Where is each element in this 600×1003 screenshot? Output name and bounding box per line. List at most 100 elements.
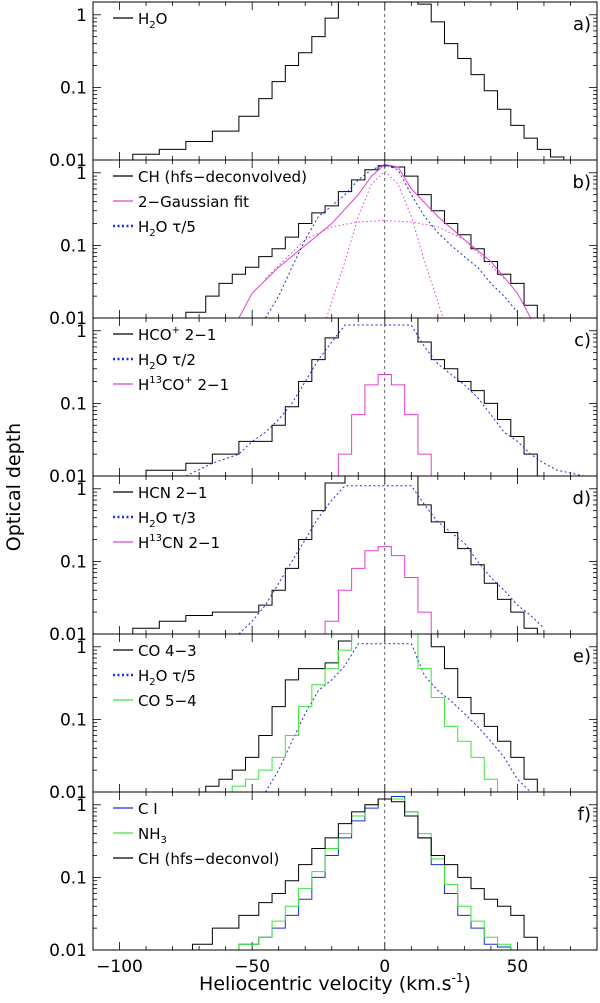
series-ch-hfs-deconvol- bbox=[185, 798, 544, 950]
legend-label-text: CH (hfs−deconvol) bbox=[138, 850, 279, 868]
x-axis-title-text: Heliocentric velocity (km.s bbox=[199, 973, 452, 995]
y-tick-label: 1 bbox=[76, 638, 87, 658]
legend-label-text: H bbox=[138, 218, 149, 236]
legend-label: H2O τ/3 bbox=[138, 509, 196, 530]
legend-entry: H13CN 2−1 bbox=[113, 533, 220, 552]
legend-entry: H2O τ/3 bbox=[113, 509, 196, 530]
series-hcn-2-1 bbox=[119, 476, 544, 634]
legend-label: NH3 bbox=[138, 825, 167, 846]
y-tick-label: 0.01 bbox=[49, 783, 87, 803]
legend-label-text: H bbox=[138, 376, 149, 394]
legend-label-sub: 2 bbox=[149, 361, 155, 372]
y-tick-label: 0.01 bbox=[49, 151, 87, 171]
y-tick-label: 1 bbox=[76, 6, 87, 26]
y-tick-label: 0.1 bbox=[60, 710, 87, 730]
legend-label-text: 2−Gaussian fit bbox=[138, 193, 249, 211]
svg-text:Heliocentric velocity (km.s-1): Heliocentric velocity (km.s-1) bbox=[199, 971, 471, 995]
legend-entry: H2O τ/5 bbox=[113, 218, 196, 239]
legend-label-rest2: 2−1 bbox=[193, 376, 229, 394]
legend-label-rest: O τ/5 bbox=[156, 218, 196, 236]
panel-label: f) bbox=[578, 804, 591, 825]
series-co-5-4 bbox=[225, 634, 505, 792]
panel-label: a) bbox=[573, 14, 591, 35]
y-tick-label: 1 bbox=[76, 796, 87, 816]
legend-label: H2O τ/5 bbox=[138, 218, 196, 239]
legend-label: CH (hfs−deconvol) bbox=[138, 850, 279, 868]
series-h2o-tau-2 bbox=[185, 324, 584, 476]
x-axis-title: Heliocentric velocity (km.s-1) bbox=[199, 971, 471, 995]
x-tick-label: −50 bbox=[234, 957, 270, 977]
panel-frame bbox=[92, 1, 598, 161]
y-tick-label: 0.01 bbox=[49, 467, 87, 487]
legend-label: HCN 2−1 bbox=[138, 484, 207, 502]
y-tick-label: 0.1 bbox=[60, 78, 87, 98]
legend-label: H2O bbox=[138, 10, 167, 31]
panel-label: e) bbox=[573, 646, 591, 667]
y-tick-label: 1 bbox=[76, 322, 87, 342]
panel-1: 0.01 0.1 1 a) H2O bbox=[49, 1, 598, 171]
panel-series bbox=[199, 634, 544, 792]
legend-label-sub: 2 bbox=[149, 519, 155, 530]
x-axis-title-sup: -1 bbox=[452, 971, 464, 985]
panel-2: 0.01 0.1 1 b) CH (hfs−deconvolved) 2−Gaussian… bbox=[49, 159, 598, 329]
legend-label-rest: 2−1 bbox=[180, 326, 216, 344]
legend-label-text: C I bbox=[138, 800, 158, 818]
series-nh3 bbox=[225, 798, 518, 950]
legend-label: C I bbox=[138, 800, 158, 818]
legend-label-text: H bbox=[138, 667, 149, 685]
series-h13co-2-1 bbox=[331, 373, 438, 476]
legend-entry: C I bbox=[113, 800, 158, 818]
series-h2o-tau-3 bbox=[238, 485, 545, 634]
legend-label: HCO+ 2−1 bbox=[138, 325, 216, 344]
y-tick-label: 0.1 bbox=[60, 236, 87, 256]
series-h2o-tau-5 bbox=[264, 643, 532, 792]
legend-label: 2−Gaussian fit bbox=[138, 193, 249, 211]
panel-series bbox=[119, 318, 584, 476]
legend-label-rest: O bbox=[156, 10, 168, 28]
legend-entry: CH (hfs−deconvolved) bbox=[113, 168, 307, 186]
legend-label-rest: O τ/5 bbox=[156, 667, 196, 685]
y-tick-label: 0.01 bbox=[49, 625, 87, 645]
y-tick-label: 1 bbox=[76, 164, 87, 184]
legend-label-text: H bbox=[138, 10, 149, 28]
legend-label-rest: CN 2−1 bbox=[162, 534, 220, 552]
legend-label-sup: + bbox=[172, 325, 180, 336]
legend-label-text: H bbox=[138, 351, 149, 369]
legend-label-sup2: + bbox=[184, 375, 192, 386]
panel-label: d) bbox=[573, 488, 591, 509]
series-gaussian-component-1 bbox=[325, 170, 444, 318]
legend-entry: CO 4−3 bbox=[113, 642, 197, 660]
legend-label: CO 5−4 bbox=[138, 692, 197, 710]
panel-series bbox=[185, 796, 544, 950]
legend-label-rest: CO bbox=[162, 376, 184, 394]
legend-entry: H13CO+ 2−1 bbox=[113, 375, 229, 394]
legend-label-rest: O τ/3 bbox=[156, 509, 196, 527]
legend-label-text: CH (hfs−deconvolved) bbox=[138, 168, 307, 186]
legend-label-text: HCN 2−1 bbox=[138, 484, 207, 502]
series-co-4-3 bbox=[199, 634, 544, 792]
y-tick-label: 1 bbox=[76, 480, 87, 500]
series-h13cn-2-1 bbox=[318, 546, 438, 634]
legend-entry: HCO+ 2−1 bbox=[113, 325, 216, 344]
legend-entry: HCN 2−1 bbox=[113, 484, 207, 502]
y-tick-label: 0.01 bbox=[49, 941, 87, 961]
y-axis-title: Optical depth bbox=[3, 423, 25, 551]
y-tick-label: 0.01 bbox=[49, 309, 87, 329]
legend-label-text: H bbox=[138, 509, 149, 527]
legend-label: H2O τ/5 bbox=[138, 667, 196, 688]
legend-label-text: CO 5−4 bbox=[138, 692, 197, 710]
x-axis-title-end: ) bbox=[464, 973, 471, 995]
legend-label: H2O τ/2 bbox=[138, 351, 196, 372]
legend-label-text: NH bbox=[138, 825, 161, 843]
y-tick-label: 0.1 bbox=[60, 868, 87, 888]
legend-label-sup: 13 bbox=[149, 533, 162, 544]
panel-frame bbox=[92, 791, 598, 951]
legend-entry: NH3 bbox=[113, 825, 167, 846]
x-tick-label: 50 bbox=[507, 957, 529, 977]
legend-label-text: H bbox=[138, 534, 149, 552]
legend-label-sub: 2 bbox=[149, 677, 155, 688]
